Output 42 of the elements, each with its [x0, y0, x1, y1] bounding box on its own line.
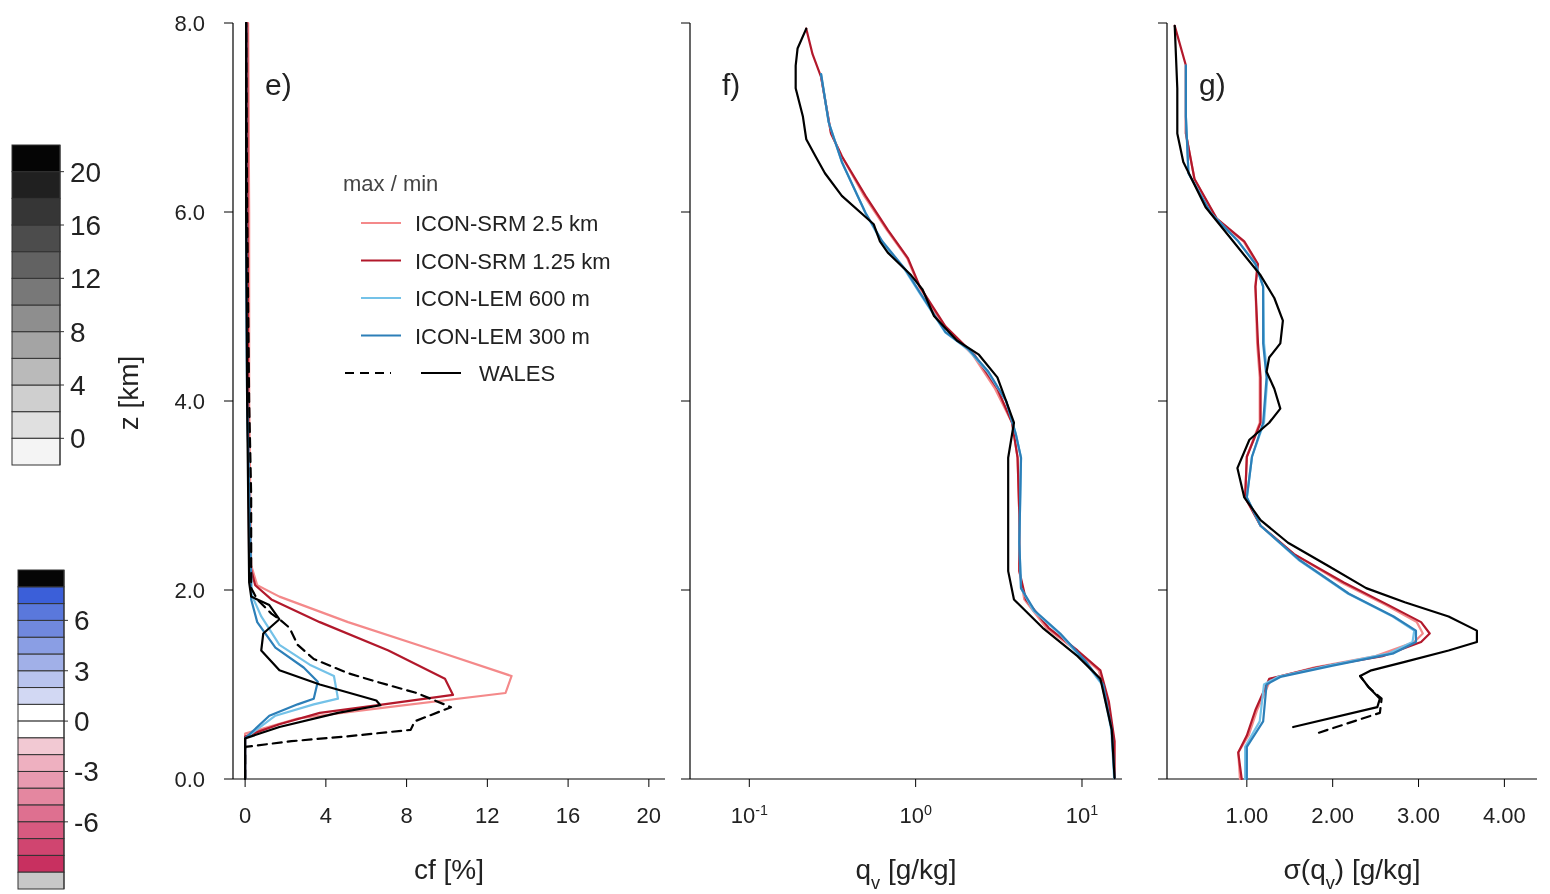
x-tick-label: 8	[400, 803, 413, 828]
y-axis-title: z [km]	[113, 355, 144, 431]
y-tick-label: 20	[70, 156, 102, 188]
y-tick-label: 0.0	[174, 767, 205, 792]
y-tick-label: 0	[74, 706, 90, 738]
legend-title: max / min	[343, 171, 439, 196]
y-tick-label: 3	[74, 655, 90, 687]
x-tick-label: 2.00	[1311, 803, 1355, 828]
legend-label: ICON-LEM 300 m	[415, 323, 590, 349]
x-tick-label: 0	[238, 803, 252, 828]
x-tick-label: 1.00	[1225, 803, 1269, 828]
x-tick-label: 10$^{1}$	[1065, 802, 1099, 828]
legend-label: ICON-SRM 2.5 km	[415, 211, 599, 236]
y-tick-label: 2.0	[174, 578, 205, 603]
y-tick-label: 6.0	[174, 200, 205, 225]
x-axis-title: q$_{v}$ [g/kg]	[855, 854, 957, 893]
y-tick-label: 4	[70, 370, 86, 401]
y-tick-label: 16	[70, 210, 102, 241]
x-tick-label: 20	[636, 803, 662, 828]
y-tick-label: 12	[70, 263, 102, 295]
x-tick-label: 10$^{0}$	[899, 802, 932, 828]
y-tick-label: -6	[74, 806, 99, 838]
x-tick-label: 10$^{-1}$	[730, 802, 768, 828]
x-axis-title: cf [%]	[413, 854, 485, 885]
y-tick-label: 6	[74, 605, 90, 637]
x-axis-title: σ(q$_{v}$) [g/kg]	[1283, 854, 1421, 893]
y-tick-label: 8.0	[174, 11, 205, 36]
x-tick-label: 12	[475, 803, 500, 828]
text: e)	[265, 68, 292, 101]
x-tick-label: 4.00	[1482, 803, 1526, 828]
text: f)	[722, 68, 741, 101]
text: g)	[1199, 68, 1226, 101]
y-tick-label: -3	[74, 756, 99, 788]
legend-label: ICON-LEM 600 m	[415, 286, 590, 311]
y-tick-label: 4.0	[174, 389, 205, 414]
x-tick-label: 4	[319, 803, 332, 828]
legend-label: ICON-SRM 1.25 km	[415, 248, 611, 274]
y-tick-label: 0	[70, 423, 86, 455]
legend-label: WALES	[479, 361, 556, 386]
x-tick-label: 3.00	[1397, 803, 1440, 828]
x-tick-label: 16	[555, 803, 581, 828]
y-tick-label: 8	[70, 316, 86, 348]
